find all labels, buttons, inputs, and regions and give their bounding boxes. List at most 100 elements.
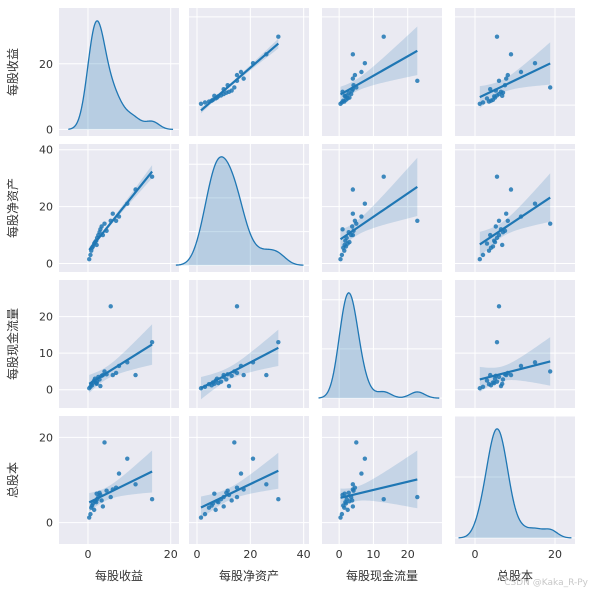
scatter-point [518,363,524,369]
scatter-point [496,232,502,238]
regression-line [339,49,418,96]
scatter-point [492,238,497,243]
scatter-point [362,201,368,206]
scatter-point [238,69,244,75]
scatter-point [532,360,538,365]
scatter-point [350,232,356,238]
scatter-point [500,377,506,382]
kde-fill [68,20,174,130]
y-tick-label: 0 [46,517,53,530]
scatter-point [477,257,482,262]
regression-line [340,478,418,499]
scatter-point [504,211,509,216]
scatter-point [250,456,256,461]
scatter-point [381,174,386,179]
panel-background [322,144,442,272]
kde-line [318,292,440,399]
scatter-point [100,504,106,509]
scatter-point [229,498,234,503]
scatter-point [198,101,204,106]
scatter-point [234,72,240,78]
scatter-point [484,378,490,383]
panel-eps-cfps [322,8,442,136]
scatter-point [202,511,208,517]
scatter-point [496,304,502,309]
scatter-point [338,257,343,262]
scatter-point [94,491,99,496]
x-tick-label: 0 [84,548,91,561]
scatter-point [349,224,355,229]
x-tick-label: 20 [401,548,415,561]
scatter-point [484,241,490,246]
panel-background [455,280,575,408]
scatter-point [241,76,246,81]
scatter-point [99,224,104,229]
scatter-point [340,227,345,232]
scatter-point [496,78,502,84]
regression-line [479,360,551,381]
y-tick-label: 40 [39,144,53,157]
scatter-point [216,499,221,505]
kde-fill [175,156,304,266]
kde-line [175,156,304,266]
scatter-point [87,257,92,262]
scatter-point [88,252,93,258]
scatter-point [238,471,244,476]
scatter-point [342,93,347,99]
scatter-point [229,88,234,93]
scatter-point [518,69,524,75]
scatter-point [133,482,138,487]
scatter-point [339,511,345,517]
scatter-point [345,507,350,513]
scatter-point [359,471,364,476]
scatter-point [344,497,349,502]
regression-line [479,196,551,246]
panel-background [455,144,575,272]
scatter-point [149,339,155,345]
scatter-point [342,491,347,496]
x-axis-label: 每股现金流量 [346,568,418,583]
scatter-point [350,187,356,192]
regression-line [200,42,280,112]
scatter-point [346,490,351,495]
scatter-point [508,372,514,378]
scatter-point [264,372,269,378]
scatter-point [213,507,218,513]
scatter-point [480,100,486,105]
scatter-point [352,485,358,490]
y-axis-label: 每股净资产 [5,178,20,238]
scatter-point [276,497,281,502]
scatter-point [350,504,356,509]
scatter-point [225,488,230,493]
scatter-point [234,494,240,500]
scatter-point [133,372,138,378]
scatter-point [494,34,500,39]
regression-line [200,469,279,509]
y-tick-label: 10 [39,347,53,360]
scatter-point [102,440,107,445]
scatter-point [108,494,113,500]
scatter-point [226,383,232,389]
scatter-point [500,242,505,248]
kde-line [458,428,572,539]
scatter-point [94,381,99,387]
scatter-point [116,471,122,476]
y-tick-label: 20 [39,58,53,71]
scatter-point [359,69,364,75]
panel-cfps-eps: 0 10 20 [39,280,179,408]
scatter-point [342,242,347,248]
panel-background [189,8,309,136]
panel-shares-cfps: 0 10 20 [322,416,442,561]
panel-shares-bvps: 0 20 40 [189,416,311,561]
scatter-point [548,85,553,90]
scatter-point [218,379,224,384]
watermark: CSDN @Kaka_R-Py [504,578,588,588]
scatter-point [490,244,496,249]
scatter-point [99,498,104,503]
scatter-point [498,89,504,95]
scatter-point [354,440,359,445]
panel-background [59,8,179,136]
confidence-band [89,450,153,512]
